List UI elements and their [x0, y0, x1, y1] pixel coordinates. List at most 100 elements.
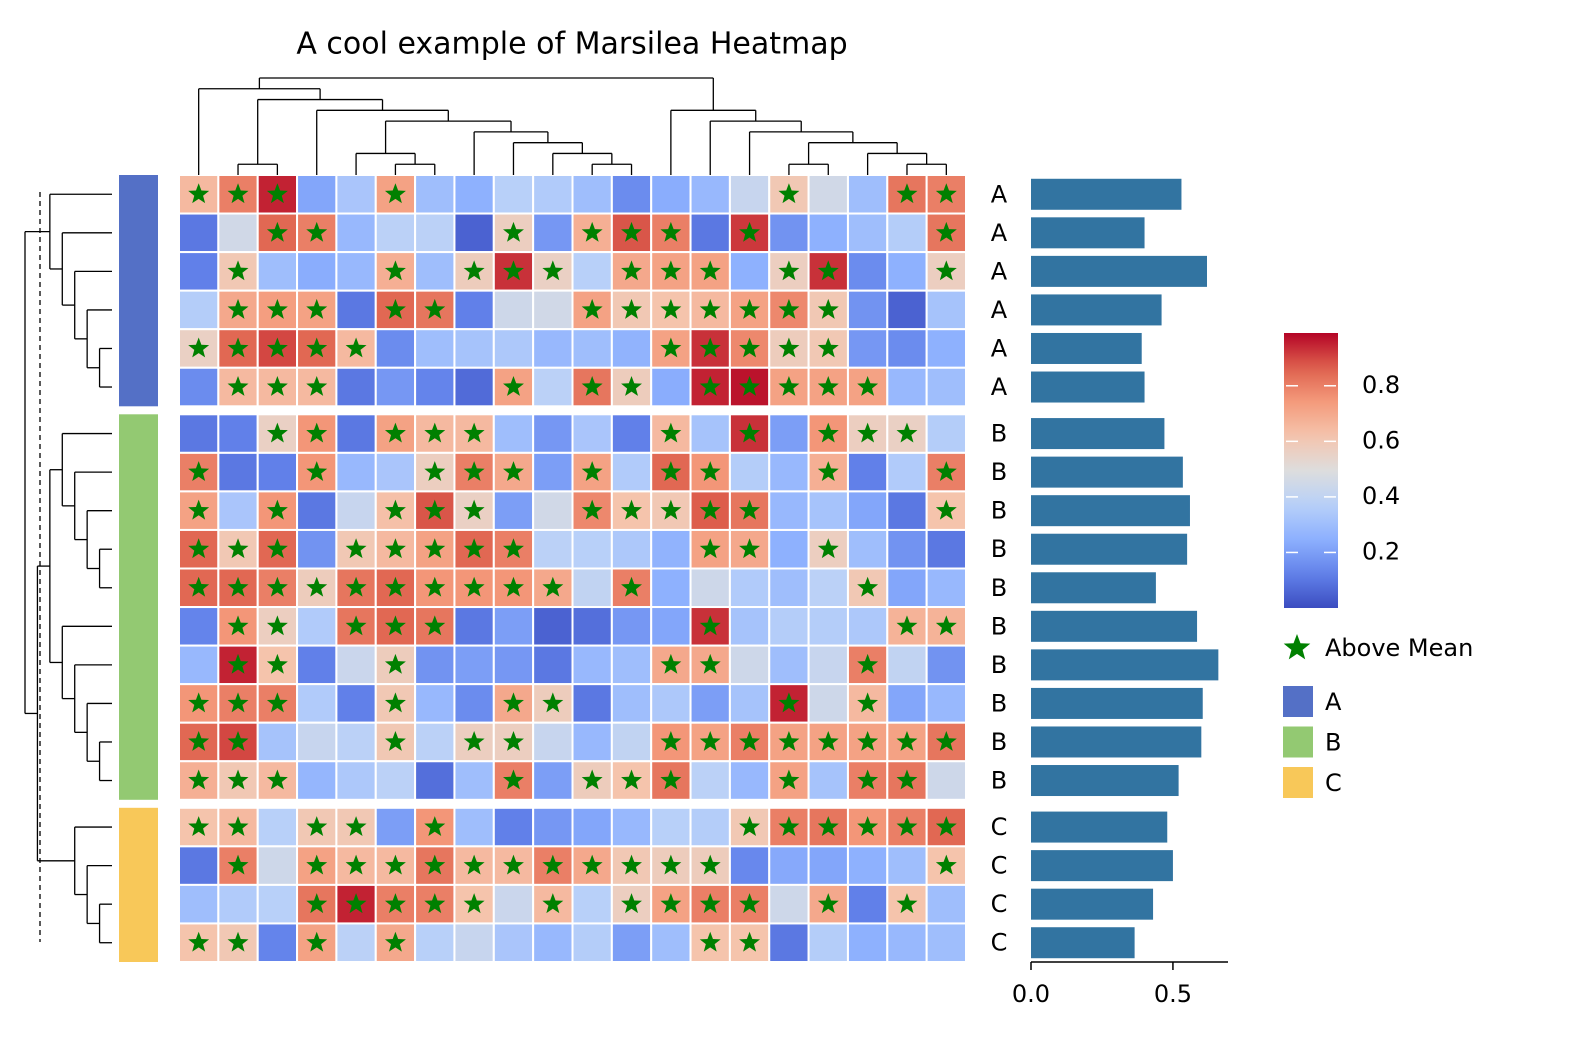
- heatmap-cell: [296, 606, 338, 647]
- heatmap-cell: [335, 490, 377, 531]
- heatmap-cell: [886, 451, 928, 493]
- star-marker: [188, 461, 210, 482]
- star-marker: [857, 422, 879, 443]
- legend-label: Above Mean: [1325, 634, 1473, 662]
- heatmap-cell: [217, 490, 259, 531]
- star-marker: [699, 854, 721, 875]
- colorbar-tick-label: 0.8: [1362, 371, 1400, 399]
- star-marker: [778, 376, 800, 396]
- legend-swatch: [1283, 726, 1313, 758]
- heatmap-cell: [925, 528, 968, 570]
- star-marker: [227, 183, 249, 204]
- heatmap-cell: [689, 413, 731, 454]
- heatmap-cell: [453, 289, 495, 331]
- star-marker: [621, 576, 642, 597]
- heatmap-cell: [610, 721, 653, 763]
- heatmap-cell: [532, 606, 574, 647]
- heatmap-cell: [650, 174, 692, 215]
- star-marker: [896, 422, 918, 443]
- heatmap-cell: [846, 174, 889, 215]
- star-marker: [739, 931, 761, 952]
- heatmap-cell: [846, 922, 889, 964]
- heatmap-cell: [296, 683, 338, 724]
- star-marker: [542, 692, 564, 713]
- bar: [1031, 217, 1145, 249]
- heatmap-cell: [807, 845, 849, 886]
- heatmap-cell: [610, 606, 653, 647]
- star-marker: [660, 499, 682, 520]
- star-marker: [306, 854, 328, 875]
- heatmap-cell: [296, 644, 338, 686]
- star-marker: [345, 854, 367, 875]
- heatmap-cell: [256, 451, 299, 493]
- bar: [1031, 888, 1154, 920]
- heatmap-cell: [335, 413, 377, 454]
- star-marker: [188, 337, 210, 358]
- row-label: C: [991, 813, 1008, 841]
- star-marker: [345, 816, 367, 836]
- star-marker: [424, 538, 446, 559]
- heatmap-cell: [768, 212, 810, 254]
- star-marker: [699, 653, 721, 674]
- colorbar-tick-label: 0.2: [1362, 537, 1400, 565]
- heatmap-cell: [453, 606, 495, 647]
- heatmap-cell: [335, 760, 377, 801]
- bar: [1031, 850, 1173, 882]
- heatmap-cell: [807, 606, 849, 647]
- star-marker: [660, 730, 682, 751]
- heatmap-cell: [925, 567, 968, 609]
- heatmap-cell: [492, 328, 535, 369]
- star-marker: [896, 769, 918, 790]
- star-marker: [739, 422, 761, 443]
- star-marker: [660, 854, 682, 875]
- heatmap-cell: [610, 683, 653, 724]
- heatmap-cell: [532, 760, 574, 801]
- star-marker: [463, 854, 485, 875]
- star-marker: [699, 730, 721, 751]
- heatmap-cell: [296, 760, 338, 801]
- star-marker: [935, 260, 957, 281]
- heatmap-cell: [925, 366, 968, 408]
- star-marker: [306, 221, 328, 242]
- star-marker: [778, 337, 800, 358]
- star-marker: [817, 298, 839, 319]
- bar: [1031, 649, 1219, 681]
- star-marker: [739, 893, 761, 914]
- star-marker: [266, 653, 288, 674]
- heatmap-cell: [728, 845, 771, 886]
- heatmap-cell: [492, 883, 535, 925]
- heatmap-cell: [217, 451, 259, 493]
- heatmap-cell: [807, 683, 849, 724]
- row-label: A: [991, 334, 1008, 362]
- star-marker: [581, 298, 603, 319]
- bar: [1031, 255, 1207, 287]
- heatmap-cell: [532, 289, 574, 331]
- group-block: [119, 807, 158, 962]
- heatmap-cell: [886, 644, 928, 686]
- star-marker: [227, 769, 249, 790]
- star-marker: [266, 221, 288, 242]
- star-marker: [935, 461, 957, 482]
- star-marker: [581, 221, 603, 242]
- heatmap-cell: [807, 922, 849, 964]
- star-marker: [699, 538, 721, 559]
- star-marker: [739, 730, 761, 751]
- star-marker: [188, 692, 210, 713]
- heatmap-cell: [178, 606, 220, 647]
- heatmap-cell: [571, 806, 613, 848]
- heatmap-cell: [296, 528, 338, 570]
- heatmap-cell: [886, 922, 928, 964]
- star-marker: [463, 499, 485, 520]
- colorbar-tick-label: 0.6: [1362, 426, 1400, 454]
- heatmap-cell: [925, 883, 968, 925]
- star-marker: [778, 298, 800, 319]
- heatmap-cell: [768, 644, 810, 686]
- star-marker: [660, 893, 682, 914]
- star-marker: [227, 816, 249, 836]
- heatmap-cell: [374, 451, 417, 493]
- heatmap-cell: [571, 922, 613, 964]
- heatmap-cell: [492, 490, 535, 531]
- heatmap-cell: [807, 644, 849, 686]
- heatmap-cell: [925, 328, 968, 369]
- star-marker: [542, 854, 564, 875]
